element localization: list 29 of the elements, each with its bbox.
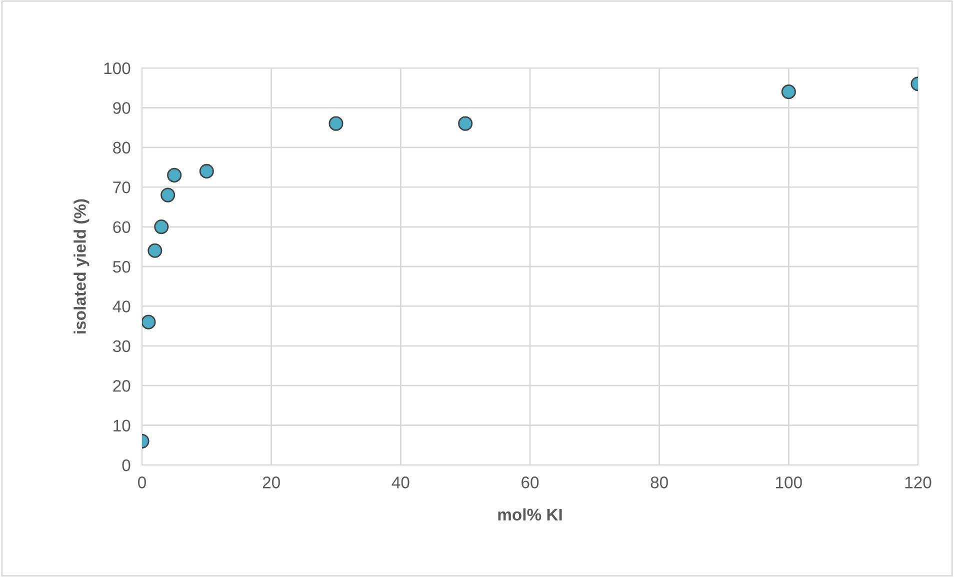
point — [142, 314, 156, 330]
y-tick-label: 60 — [113, 221, 130, 234]
y-tick-label: 50 — [113, 260, 130, 273]
point — [154, 220, 169, 234]
point — [167, 168, 182, 182]
point — [328, 116, 344, 131]
x-tick-label: 80 — [650, 476, 668, 488]
x-tick-label: 0 — [138, 476, 146, 488]
y-tick-label: 90 — [113, 102, 130, 114]
x-tick-label: 120 — [905, 476, 932, 488]
y-tick-label: 10 — [114, 420, 130, 432]
point — [781, 84, 796, 100]
x-tick-label: 20 — [262, 476, 280, 488]
x-tick-label: 100 — [776, 476, 802, 488]
y-tick-label: 70 — [113, 182, 130, 194]
y-tick-label: 40 — [112, 300, 130, 312]
point — [148, 243, 162, 258]
y-tick-label: 80 — [113, 142, 130, 154]
point — [199, 164, 214, 179]
y-tick-label: 20 — [113, 380, 130, 392]
y-tick-label: 100 — [104, 62, 130, 74]
x-tick-label: 60 — [522, 476, 539, 488]
y-axis-title: isolated yield (%) — [74, 199, 90, 334]
y-tick-label: 0 — [122, 459, 130, 472]
y-tick-label: 30 — [112, 340, 130, 352]
x-tick-label: 40 — [392, 476, 410, 488]
point — [458, 116, 473, 131]
point — [160, 188, 176, 202]
x-axis-title: mol% KI — [498, 508, 562, 521]
